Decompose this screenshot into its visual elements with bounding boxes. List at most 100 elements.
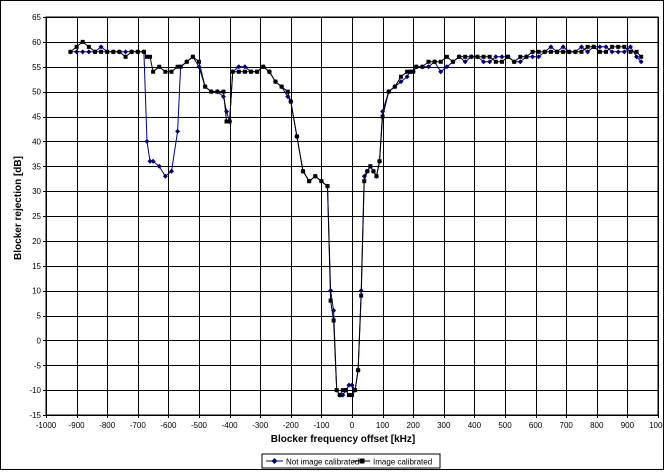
point-not-image-calibrated	[162, 173, 168, 179]
point-image-calibrated	[224, 119, 229, 124]
point-not-image-calibrated	[530, 54, 536, 60]
x-tick-label: 0	[350, 421, 355, 430]
y-tick-label: 25	[32, 212, 41, 221]
point-image-calibrated	[524, 54, 529, 59]
point-image-calibrated	[148, 54, 153, 59]
point-not-image-calibrated	[380, 109, 386, 115]
point-image-calibrated	[398, 74, 403, 79]
point-image-calibrated	[236, 69, 241, 74]
point-image-calibrated	[353, 388, 358, 393]
y-tick-label: 35	[32, 162, 41, 171]
point-image-calibrated	[405, 69, 410, 74]
point-image-calibrated	[68, 49, 73, 54]
point-not-image-calibrated	[638, 59, 644, 65]
point-not-image-calibrated	[175, 128, 181, 134]
point-image-calibrated	[408, 69, 413, 74]
x-tick-label: -600	[160, 421, 177, 430]
point-image-calibrated	[597, 49, 602, 54]
y-tick-label: 65	[32, 13, 41, 22]
point-image-calibrated	[622, 44, 627, 49]
point-image-calibrated	[337, 393, 342, 398]
x-tick-label: 200	[407, 421, 421, 430]
point-image-calibrated	[163, 69, 168, 74]
point-not-image-calibrated	[404, 74, 410, 80]
point-image-calibrated	[99, 49, 104, 54]
point-image-calibrated	[273, 79, 278, 84]
point-image-calibrated	[301, 169, 306, 174]
point-not-image-calibrated	[74, 49, 80, 55]
y-tick-label: 55	[32, 63, 41, 72]
point-not-image-calibrated	[493, 54, 499, 60]
y-tick-label: 50	[32, 88, 41, 97]
point-image-calibrated	[362, 179, 367, 184]
point-not-image-calibrated	[487, 59, 493, 65]
point-image-calibrated	[457, 54, 462, 59]
point-image-calibrated	[530, 49, 535, 54]
point-image-calibrated	[555, 49, 560, 54]
point-not-image-calibrated	[150, 158, 156, 164]
point-image-calibrated	[255, 69, 260, 74]
point-not-image-calibrated	[98, 44, 104, 50]
point-image-calibrated	[221, 89, 226, 94]
point-image-calibrated	[426, 59, 431, 64]
point-image-calibrated	[481, 54, 486, 59]
point-image-calibrated	[190, 54, 195, 59]
x-tick-label: 500	[498, 421, 512, 430]
y-tick-label: 0	[37, 336, 42, 345]
point-not-image-calibrated	[499, 54, 505, 60]
point-image-calibrated	[548, 49, 553, 54]
point-image-calibrated	[610, 44, 615, 49]
point-image-calibrated	[230, 69, 235, 74]
y-tick-labels: -15 -10 -5 0 5 10 15 20 25 30 35 40 45 50 55 60 65	[29, 13, 41, 420]
point-image-calibrated	[414, 64, 419, 69]
legend-square-marker	[359, 458, 365, 464]
point-not-image-calibrated	[196, 64, 202, 70]
x-tick-label: -400	[222, 421, 239, 430]
point-image-calibrated	[331, 318, 336, 323]
point-not-image-calibrated	[328, 288, 334, 294]
point-image-calibrated	[328, 298, 333, 303]
x-tick-label: 600	[529, 421, 543, 430]
point-image-calibrated	[639, 54, 644, 59]
point-image-calibrated	[117, 49, 122, 54]
point-not-image-calibrated	[615, 49, 621, 55]
point-image-calibrated	[487, 54, 492, 59]
x-tick-label: 300	[437, 421, 451, 430]
y-tick-label: 5	[37, 312, 42, 321]
point-image-calibrated	[242, 69, 247, 74]
point-image-calibrated	[343, 388, 348, 393]
legend-label-not-calibrated: Not image calibrated	[286, 458, 359, 467]
point-image-calibrated	[346, 393, 351, 398]
point-image-calibrated	[209, 89, 214, 94]
point-not-image-calibrated	[361, 173, 367, 179]
y-tick-label: 20	[32, 237, 41, 246]
point-not-image-calibrated	[285, 94, 291, 100]
y-tick-label: 40	[32, 137, 41, 146]
point-not-image-calibrated	[398, 79, 404, 85]
point-image-calibrated	[567, 49, 572, 54]
point-not-image-calibrated	[597, 44, 603, 50]
point-not-image-calibrated	[147, 158, 153, 164]
point-image-calibrated	[294, 134, 299, 139]
point-image-calibrated	[365, 169, 370, 174]
point-image-calibrated	[628, 49, 633, 54]
point-image-calibrated	[92, 49, 97, 54]
y-tick-label: -5	[34, 361, 42, 370]
point-image-calibrated	[86, 44, 91, 49]
legend-label-calibrated: Image calibrated	[373, 458, 432, 467]
point-image-calibrated	[542, 49, 547, 54]
point-image-calibrated	[279, 84, 284, 89]
y-tick-label: 30	[32, 187, 41, 196]
point-image-calibrated	[151, 69, 156, 74]
point-not-image-calibrated	[331, 308, 337, 314]
point-not-image-calibrated	[346, 382, 352, 388]
y-tick-label: -15	[29, 411, 41, 420]
point-not-image-calibrated	[634, 54, 640, 60]
point-image-calibrated	[227, 119, 232, 124]
point-image-calibrated	[512, 59, 517, 64]
point-not-image-calibrated	[548, 44, 554, 50]
point-not-image-calibrated	[621, 49, 627, 55]
point-image-calibrated	[499, 59, 504, 64]
